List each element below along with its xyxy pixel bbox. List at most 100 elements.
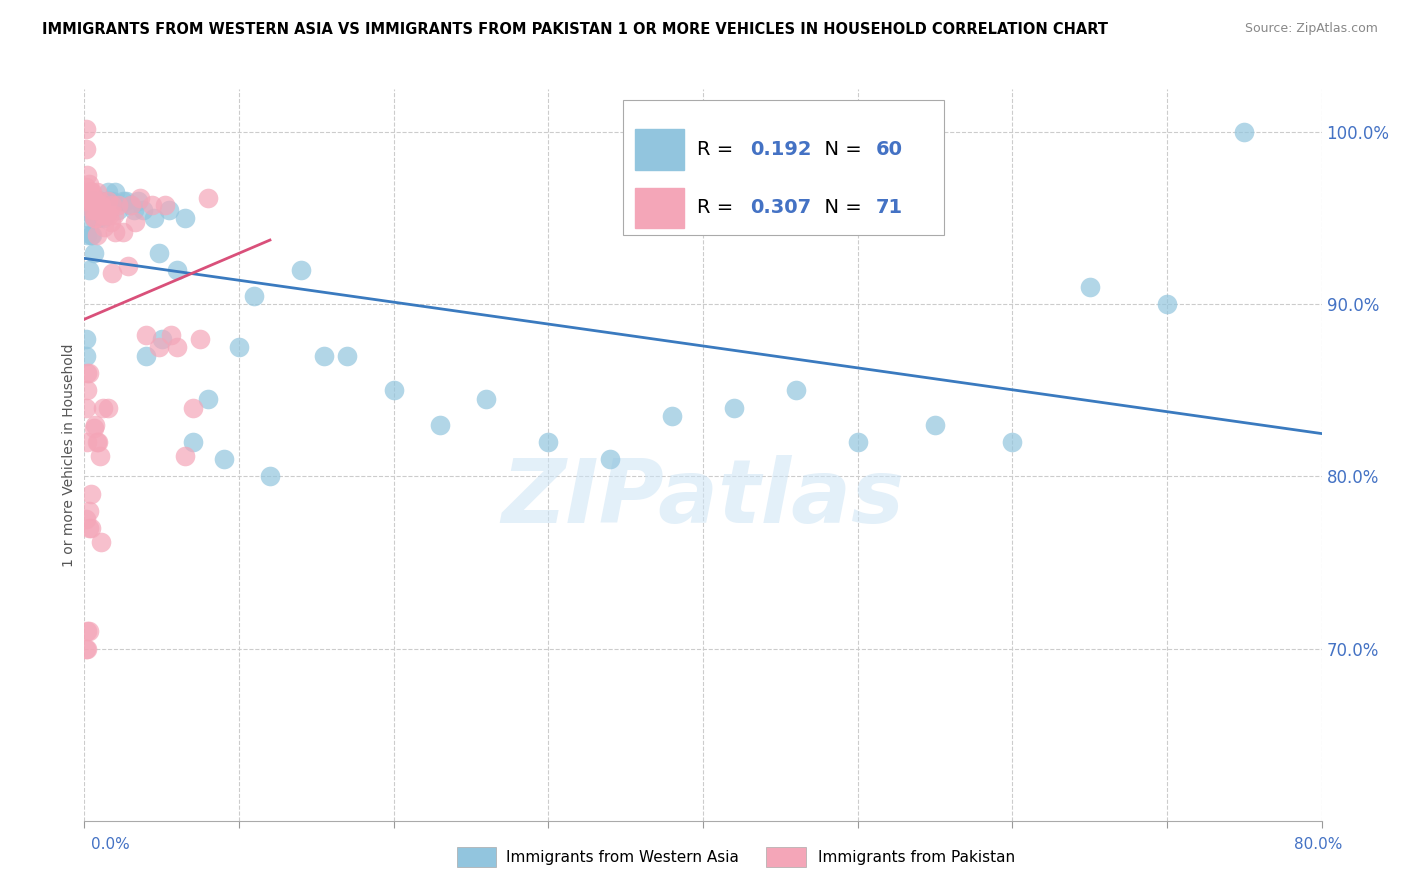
Point	[84, 194, 107, 208]
Point	[82, 194, 104, 208]
Point	[181, 401, 204, 415]
Point	[79, 186, 101, 200]
Point	[120, 197, 142, 211]
Point	[89, 194, 111, 208]
Point	[89, 194, 111, 208]
Point	[150, 332, 173, 346]
Point	[475, 392, 498, 406]
Point	[82, 228, 104, 243]
Point	[77, 186, 100, 200]
Bar	[636, 188, 685, 228]
Point	[77, 624, 100, 639]
Point	[174, 449, 197, 463]
Point	[148, 340, 170, 354]
Point	[128, 194, 150, 208]
Text: 71: 71	[876, 198, 903, 217]
Point	[336, 349, 359, 363]
Point	[599, 452, 621, 467]
Point	[243, 289, 266, 303]
Point	[90, 194, 112, 208]
Point	[107, 197, 129, 211]
Point	[83, 211, 105, 226]
Point	[101, 194, 124, 208]
Point	[86, 435, 108, 450]
Text: Immigrants from Western Asia: Immigrants from Western Asia	[506, 850, 740, 864]
Point	[661, 409, 683, 424]
Point	[83, 245, 105, 260]
Point	[76, 435, 98, 450]
Point	[101, 266, 124, 280]
Point	[87, 202, 110, 217]
Point	[83, 194, 105, 208]
Point	[290, 263, 312, 277]
Text: 0.307: 0.307	[749, 198, 811, 217]
Point	[1001, 435, 1024, 450]
Point	[82, 186, 104, 200]
Point	[76, 194, 98, 208]
Point	[160, 328, 183, 343]
Point	[79, 228, 101, 243]
Text: ZIPatlas: ZIPatlas	[502, 455, 904, 542]
Point	[159, 202, 181, 217]
Point	[135, 328, 157, 343]
Point	[79, 194, 101, 208]
Point	[166, 340, 188, 354]
Point	[91, 401, 114, 415]
Text: R =: R =	[697, 140, 740, 159]
Text: R =: R =	[697, 198, 740, 217]
Point	[76, 211, 98, 226]
Point	[188, 332, 212, 346]
Point	[79, 202, 101, 217]
Point	[87, 211, 110, 226]
Point	[115, 194, 138, 208]
Point	[86, 186, 108, 200]
Point	[97, 194, 120, 208]
Point	[924, 417, 946, 432]
Point	[77, 366, 100, 380]
Point	[76, 641, 98, 656]
Point	[429, 417, 451, 432]
Point	[91, 211, 114, 226]
Point	[77, 263, 100, 277]
Point	[75, 401, 97, 415]
Point	[228, 340, 250, 354]
Point	[77, 177, 100, 191]
Point	[143, 211, 166, 226]
Point	[174, 211, 197, 226]
Point	[90, 197, 112, 211]
Point	[537, 435, 560, 450]
Text: 80.0%: 80.0%	[1295, 837, 1343, 852]
Point	[103, 208, 125, 222]
Point	[212, 452, 235, 467]
Point	[75, 641, 97, 656]
Point	[112, 194, 135, 208]
Point	[153, 197, 176, 211]
Point	[785, 384, 807, 398]
Point	[76, 168, 98, 182]
Point	[93, 219, 115, 234]
Point	[197, 392, 219, 406]
Point	[93, 202, 115, 217]
Point	[117, 260, 139, 274]
Point	[132, 202, 155, 217]
Point	[90, 534, 112, 549]
Point	[82, 194, 104, 208]
Point	[83, 421, 105, 435]
Point	[75, 121, 97, 136]
Point	[84, 417, 107, 432]
Point	[77, 521, 100, 535]
Point	[135, 349, 157, 363]
Point	[75, 512, 97, 526]
Point	[94, 208, 117, 222]
Point	[98, 194, 121, 208]
Point	[100, 215, 122, 229]
Text: 0.0%: 0.0%	[91, 837, 131, 852]
Point	[77, 504, 100, 518]
Text: Source: ZipAtlas.com: Source: ZipAtlas.com	[1244, 22, 1378, 36]
Point	[104, 225, 127, 239]
Point	[89, 449, 111, 463]
Point	[124, 215, 146, 229]
Point	[120, 197, 142, 211]
Point	[77, 194, 100, 208]
Point	[259, 469, 281, 483]
